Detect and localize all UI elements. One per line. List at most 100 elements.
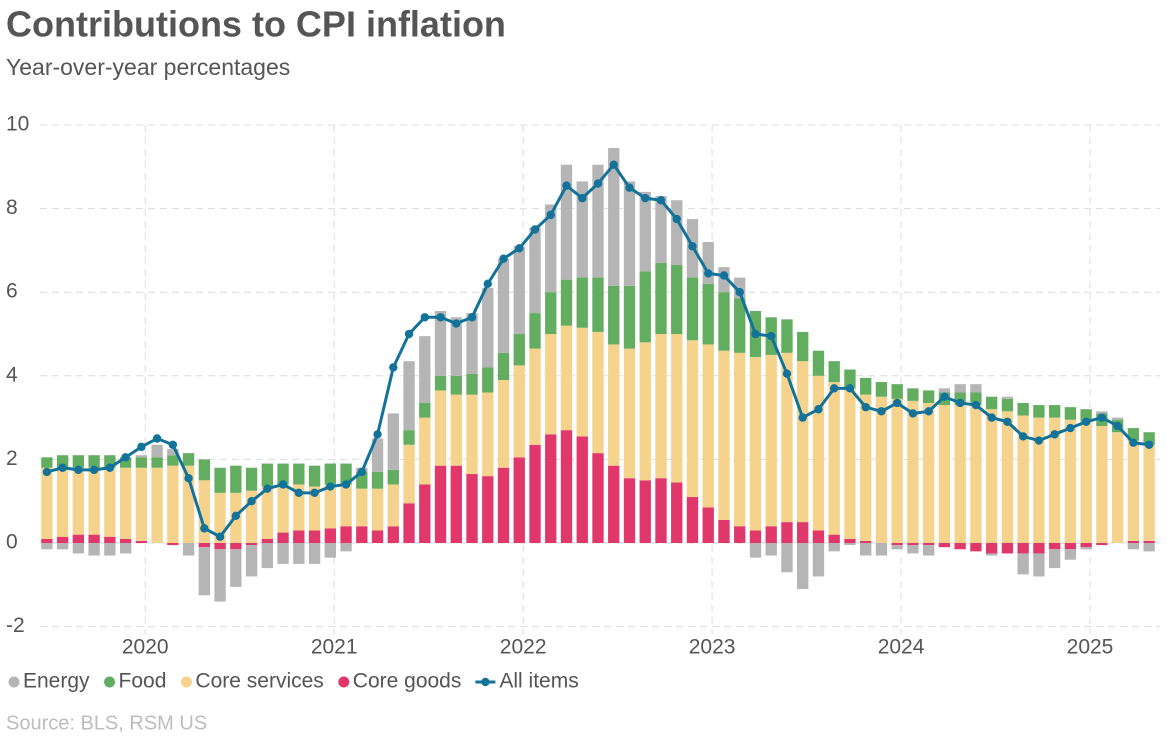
bar bbox=[1127, 428, 1140, 441]
x-tick-label: 2023 bbox=[689, 636, 736, 659]
line-point bbox=[782, 369, 792, 378]
bar bbox=[261, 543, 273, 569]
bar bbox=[954, 543, 966, 550]
line-point bbox=[609, 160, 618, 169]
bar bbox=[608, 285, 620, 345]
bar bbox=[1033, 543, 1045, 554]
bar bbox=[1143, 432, 1155, 445]
bar bbox=[214, 543, 226, 550]
bar bbox=[56, 455, 69, 468]
bar bbox=[702, 344, 714, 508]
bar bbox=[576, 327, 588, 437]
bar bbox=[419, 417, 431, 485]
bar bbox=[1143, 444, 1155, 541]
bar bbox=[1001, 411, 1014, 543]
bar bbox=[1127, 540, 1140, 543]
bar bbox=[1096, 425, 1108, 543]
bar bbox=[781, 319, 793, 353]
bar bbox=[592, 453, 604, 543]
bar bbox=[781, 352, 793, 523]
line-point bbox=[515, 244, 524, 253]
bar bbox=[576, 436, 588, 543]
bar bbox=[529, 444, 541, 543]
bar bbox=[828, 534, 840, 543]
line-point bbox=[1129, 438, 1138, 447]
bar bbox=[592, 164, 604, 278]
bar bbox=[923, 390, 935, 403]
bar bbox=[135, 467, 148, 541]
bar bbox=[923, 543, 935, 546]
line-point bbox=[672, 214, 681, 224]
bar bbox=[576, 277, 588, 328]
line-point bbox=[105, 463, 115, 472]
bar bbox=[419, 336, 431, 403]
bar bbox=[1143, 540, 1155, 543]
bar bbox=[88, 467, 100, 535]
y-tick-label: 10 bbox=[6, 113, 29, 136]
bar bbox=[608, 147, 620, 286]
bar bbox=[844, 543, 856, 546]
bar bbox=[371, 530, 384, 543]
bar bbox=[403, 361, 415, 431]
bar bbox=[1048, 549, 1061, 569]
bar bbox=[1080, 543, 1092, 548]
bar bbox=[891, 398, 903, 543]
bar bbox=[387, 484, 399, 527]
bar bbox=[497, 258, 510, 353]
bar bbox=[308, 465, 321, 487]
bar bbox=[72, 455, 85, 468]
line-point bbox=[530, 225, 540, 234]
line-point bbox=[688, 242, 697, 251]
bar bbox=[560, 164, 573, 280]
line-point bbox=[829, 384, 839, 393]
bar bbox=[797, 331, 809, 362]
line-point bbox=[121, 453, 130, 462]
line-point bbox=[278, 480, 288, 489]
bar bbox=[434, 465, 447, 543]
bar bbox=[1048, 417, 1061, 543]
bar bbox=[56, 543, 69, 550]
line-point bbox=[483, 279, 492, 289]
line-point bbox=[940, 392, 949, 401]
bar bbox=[576, 181, 588, 278]
bar bbox=[954, 384, 966, 393]
y-tick-label: -2 bbox=[6, 614, 25, 637]
bar bbox=[639, 271, 651, 343]
bar bbox=[230, 549, 242, 587]
bar bbox=[1033, 553, 1045, 577]
bar bbox=[214, 467, 226, 493]
bar bbox=[639, 480, 651, 543]
bar bbox=[702, 283, 714, 345]
bar bbox=[293, 543, 305, 564]
bar bbox=[970, 392, 982, 406]
x-tick-label: 2024 bbox=[878, 636, 925, 659]
x-tick-label: 2022 bbox=[500, 636, 547, 659]
line-point bbox=[751, 329, 760, 339]
bar bbox=[403, 444, 415, 504]
bar bbox=[765, 543, 777, 556]
line-point bbox=[704, 269, 713, 278]
bar bbox=[293, 530, 305, 543]
bar bbox=[765, 526, 777, 543]
bar bbox=[466, 313, 478, 374]
bar bbox=[797, 543, 809, 589]
bar bbox=[592, 277, 604, 332]
bar bbox=[308, 530, 321, 543]
bar bbox=[749, 530, 762, 543]
bar bbox=[608, 344, 620, 466]
bar bbox=[387, 526, 399, 543]
bar bbox=[844, 369, 856, 389]
legend-label: All items bbox=[499, 670, 578, 693]
line-point bbox=[1113, 421, 1122, 431]
bar bbox=[277, 484, 289, 533]
bar bbox=[639, 342, 651, 481]
bar bbox=[875, 382, 888, 397]
bar bbox=[135, 540, 148, 543]
bar bbox=[655, 478, 667, 543]
bar bbox=[907, 400, 919, 543]
bar bbox=[592, 331, 604, 454]
bar bbox=[828, 543, 840, 552]
bar bbox=[387, 413, 399, 470]
legend-symbol bbox=[481, 677, 490, 687]
bar bbox=[104, 543, 116, 556]
